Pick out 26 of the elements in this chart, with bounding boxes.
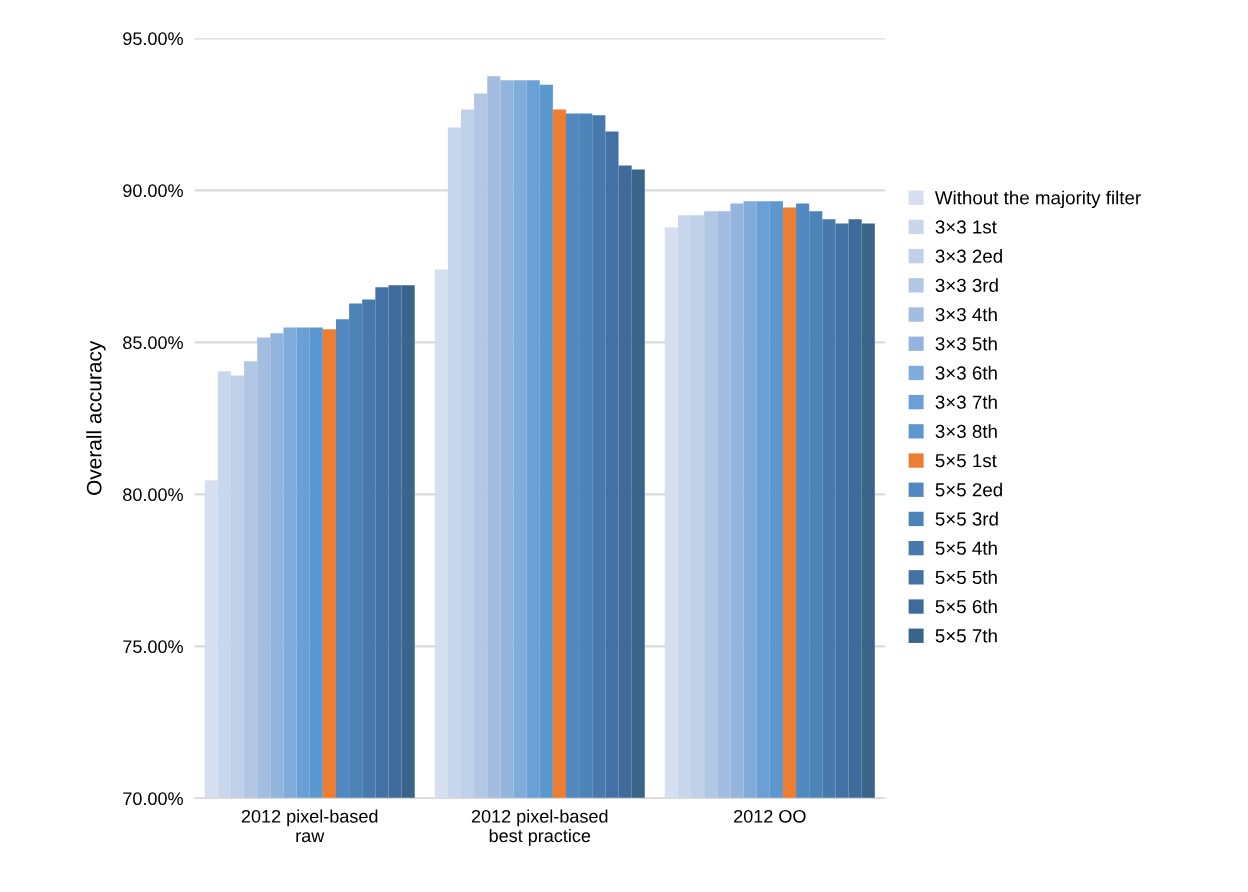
legend-label: 5×5 2ed	[935, 482, 1002, 497]
legend-label: Without the majority filter	[934, 190, 1141, 209]
legend-label: 3×3 7th	[935, 395, 997, 409]
x-tick-label: 2012 pixel-based raw	[241, 809, 378, 843]
y-tick-label: 80.00%	[123, 488, 183, 502]
legend-label: 5×5 7th	[935, 628, 997, 643]
x-tick-label: 2012 OO	[734, 809, 806, 823]
legend-label: 5×5 3rd	[935, 511, 998, 526]
y-tick-label: 95.00%	[123, 32, 183, 46]
y-tick-label: 85.00%	[123, 336, 183, 350]
x-tick-label: 2012 pixel-based best practice	[471, 809, 608, 846]
y-tick-label: 75.00%	[123, 640, 183, 654]
legend-label: 3×3 8th	[935, 424, 997, 439]
legend-label: 5×5 5th	[935, 570, 997, 585]
legend-label: 3×3 4th	[935, 307, 997, 322]
y-tick-label: 90.00%	[123, 184, 183, 198]
legend-label: 5×5 4th	[935, 541, 997, 555]
legend-label: 3×3 6th	[935, 365, 997, 380]
legend-label: 3×3 3rd	[935, 278, 998, 293]
y-axis-title: Overall accuracy	[86, 340, 106, 495]
legend-label: 5×5 1st	[935, 454, 997, 468]
y-tick-label: 70.00%	[123, 792, 183, 806]
legend-label: 3×3 5th	[935, 336, 997, 351]
legend-label: 3×3 2ed	[935, 249, 1002, 263]
legend-label: 5×5 6th	[935, 599, 997, 614]
legend-label: 3×3 1st	[935, 220, 997, 234]
